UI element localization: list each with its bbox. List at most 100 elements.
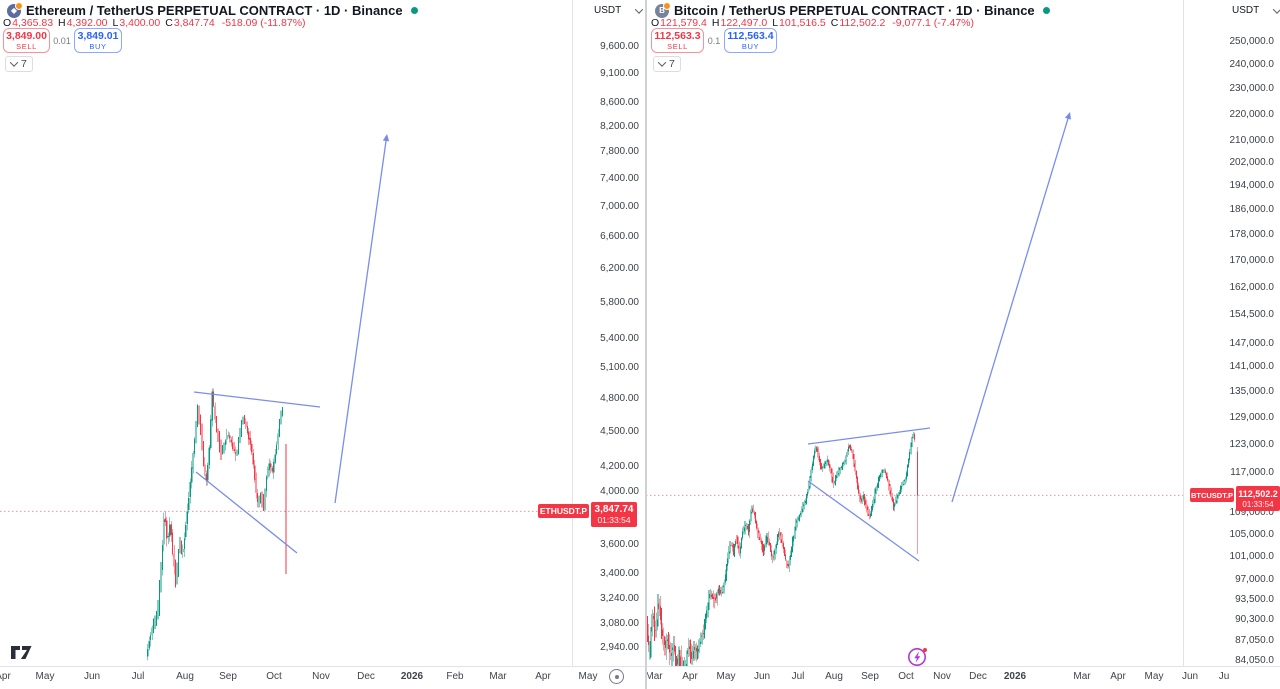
btc-spread-value: 0.1 xyxy=(707,35,721,46)
price-tick-label: 129,000.0 xyxy=(1229,411,1275,423)
eth-sell-price: 3,849.00 xyxy=(6,29,47,42)
btc-currency-selector[interactable]: USDT xyxy=(1232,4,1280,16)
btc-symbol-title[interactable]: Bitcoin / TetherUS PERPETUAL CONTRACT · … xyxy=(674,3,1035,18)
ethereum-symbol-icon: ◆ xyxy=(7,1,23,18)
price-tick-label: 170,000.0 xyxy=(1229,255,1275,266)
chevron-down-icon xyxy=(657,58,667,67)
btc-buy-price: 112,563.4 xyxy=(727,29,774,42)
eth-buy-price: 3,849.01 xyxy=(77,29,119,42)
bitcoin-symbol-icon: B xyxy=(655,1,671,18)
price-tick-label: 97,000.0 xyxy=(1235,573,1274,585)
trendline-drawing[interactable] xyxy=(807,480,920,562)
time-tick-label: Mar xyxy=(489,671,507,682)
btc-buy-button[interactable]: 112,563.4 BUY xyxy=(724,28,777,53)
chevron-down-icon xyxy=(634,4,644,14)
binance-badge-icon xyxy=(663,1,671,10)
time-tick-label: Apr xyxy=(682,671,698,682)
scroll-to-realtime-button[interactable] xyxy=(609,669,624,684)
price-tick-label: 220,000.0 xyxy=(1229,108,1275,120)
eth-buy-button[interactable]: 3,849.01 BUY xyxy=(74,28,122,53)
trendline-drawing[interactable] xyxy=(195,471,298,554)
time-tick-label: Mar xyxy=(1073,671,1091,682)
price-tick-label: 3,240.00 xyxy=(600,592,639,604)
pane-divider[interactable] xyxy=(645,0,647,689)
price-tick-label: 90,300.0 xyxy=(1235,614,1274,626)
change-value: -9,077.1 (-7.47%) xyxy=(892,17,975,29)
price-tick-label: 4,500.00 xyxy=(600,425,639,437)
time-tick-label: Jul xyxy=(791,671,805,682)
eth-price-axis[interactable]: 9,600.00 9,100.00 8,600.00 8,200.00 7,800.00… xyxy=(573,0,645,666)
btc-price-axis[interactable]: 250,000.0 240,000.0 230,000.0 220,000.0 210,… xyxy=(1184,0,1280,666)
price-tick-label: 5,100.00 xyxy=(600,362,639,374)
trendline-drawing[interactable] xyxy=(807,427,931,445)
btc-time-axis[interactable]: Mar Apr May Jun Jul Aug Sep Oct Nov Dec 2026 Mar Apr… xyxy=(645,667,1280,689)
btc-bar-countdown: 01:33:54 xyxy=(1242,499,1274,509)
market-open-dot-icon xyxy=(410,7,418,14)
btc-symbol-price-tag: BTCUSDT.P xyxy=(1190,488,1234,503)
price-tick-label: 117,000.0 xyxy=(1230,467,1274,479)
eth-indicators-collapsed-badge[interactable]: 7 xyxy=(5,56,33,72)
btc-chart-layer[interactable] xyxy=(646,112,1183,689)
eth-currency-label: USDT xyxy=(594,5,622,16)
price-tick-label: 87,050.0 xyxy=(1235,635,1274,647)
time-tick-label: Jun xyxy=(83,671,101,682)
price-tick-label: 230,000.0 xyxy=(1229,83,1275,95)
time-tick-label: Ju xyxy=(1218,671,1230,682)
arrow-drawing[interactable] xyxy=(334,135,388,504)
tradingview-logo-icon[interactable] xyxy=(11,646,33,660)
arrowhead-icon xyxy=(1064,112,1072,120)
time-tick-label: 2026 xyxy=(1003,671,1027,682)
price-tick-label: 8,600.00 xyxy=(600,96,639,108)
time-tick-label: Oct xyxy=(898,671,914,682)
eth-currency-selector[interactable]: USDT xyxy=(594,4,644,16)
time-tick-label: Apr xyxy=(535,671,551,682)
flash-event-icon[interactable] xyxy=(906,645,929,668)
price-tick-label: 93,500.0 xyxy=(1235,594,1274,606)
price-tick-label: 8,200.00 xyxy=(600,121,639,133)
time-tick-label: Jun xyxy=(1181,671,1199,682)
btc-ohlc-values: O121,579.4 H122,497.0 L101,516.5 C112,502.2… xyxy=(651,17,974,29)
btc-sell-label: SELL xyxy=(667,42,688,51)
eth-sell-button[interactable]: 3,849.00 SELL xyxy=(3,28,50,53)
arrow-drawing[interactable] xyxy=(951,113,1071,503)
eth-symbol-title[interactable]: Ethereum / TetherUS PERPETUAL CONTRACT ·… xyxy=(26,3,403,18)
eth-time-axis[interactable]: Apr May Jun Jul Aug Sep Oct Nov Dec 2026 Feb Mar Apr… xyxy=(0,667,645,689)
btc-indicators-collapsed-badge[interactable]: 7 xyxy=(653,56,681,72)
ohlc-item: L3,400.00 xyxy=(112,17,161,29)
ohlc-item: O121,579.4 xyxy=(651,17,707,29)
time-tick-label: Jun xyxy=(753,671,771,682)
price-tick-label: 141,000.0 xyxy=(1229,361,1275,373)
ohlc-item: H4,392.00 xyxy=(58,17,108,29)
time-axis-border xyxy=(0,666,1280,667)
price-tick-label: 202,000.0 xyxy=(1229,157,1275,169)
btc-symbol-header: B Bitcoin / TetherUS PERPETUAL CONTRACT … xyxy=(655,1,1050,18)
price-tick-label: 5,800.00 xyxy=(600,296,639,308)
price-tick-label: 186,000.0 xyxy=(1229,203,1275,215)
time-tick-label: Oct xyxy=(266,671,282,682)
price-tick-label: 210,000.0 xyxy=(1229,135,1275,146)
price-tick-label: 7,800.00 xyxy=(600,146,639,158)
market-open-dot-icon xyxy=(1042,7,1050,14)
price-tick-label: 3,080.00 xyxy=(600,618,639,630)
arrowhead-icon xyxy=(382,134,390,142)
eth-symbol-header: ◆ Ethereum / TetherUS PERPETUAL CONTRACT… xyxy=(7,1,418,18)
eth-bar-countdown: 01:33:54 xyxy=(597,514,631,525)
btc-indicators-count: 7 xyxy=(669,58,675,70)
time-tick-label: May xyxy=(716,671,736,682)
time-tick-label: Nov xyxy=(312,671,330,682)
time-tick-label: Apr xyxy=(1110,671,1126,682)
trendline-drawing[interactable] xyxy=(193,391,321,408)
time-tick-label: Mar xyxy=(645,671,663,682)
time-tick-label: May xyxy=(35,671,55,682)
candlestick-series xyxy=(147,388,287,661)
time-tick-label: Sep xyxy=(219,671,237,682)
time-tick-label: Dec xyxy=(357,671,375,682)
eth-chart-layer[interactable] xyxy=(0,134,572,661)
time-tick-label: Aug xyxy=(176,671,194,682)
price-tick-label: 2,940.00 xyxy=(600,642,639,653)
price-tick-label: 101,000.0 xyxy=(1229,550,1275,562)
price-tick-label: 240,000.0 xyxy=(1229,59,1275,71)
btc-sell-button[interactable]: 112,563.3 SELL xyxy=(651,28,704,53)
